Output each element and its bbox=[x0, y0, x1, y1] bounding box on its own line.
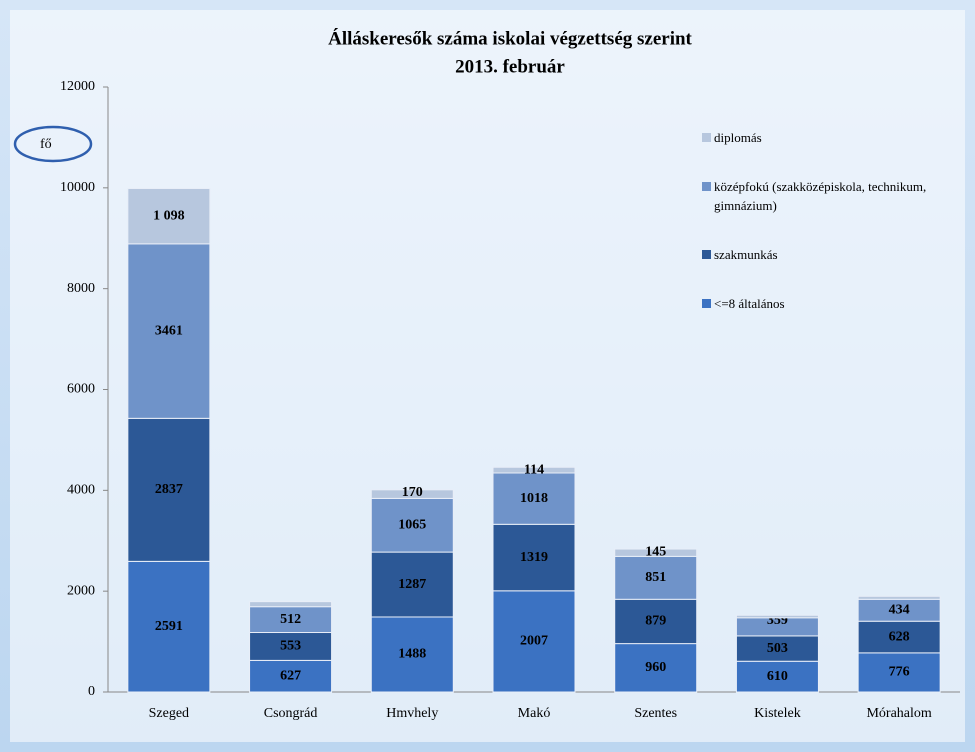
y-tick-label: 6000 bbox=[67, 382, 95, 397]
legend-swatch bbox=[702, 182, 711, 191]
data-label: 170 bbox=[402, 485, 423, 500]
data-label: 1319 bbox=[520, 550, 548, 565]
bar-segment bbox=[370, 489, 454, 499]
bar-segment bbox=[857, 652, 941, 693]
bar-segment bbox=[127, 417, 211, 562]
legend-swatch bbox=[702, 250, 711, 259]
data-label: 2007 bbox=[520, 634, 548, 649]
data-label: 776 bbox=[889, 665, 910, 680]
chart-subtitle: 2013. február bbox=[455, 56, 565, 77]
data-label: 1488 bbox=[398, 647, 426, 662]
y-tick-label: 4000 bbox=[67, 483, 95, 498]
legend-label: szakmunkás bbox=[714, 247, 778, 262]
data-label: 879 bbox=[645, 614, 666, 629]
data-label: 1287 bbox=[398, 577, 426, 592]
bar-segment bbox=[370, 551, 454, 618]
x-tick-label: Kistelek bbox=[754, 706, 801, 721]
legend-label: <=8 általános bbox=[714, 296, 785, 311]
data-label: 627 bbox=[280, 668, 301, 683]
legend-item: <=8 általános bbox=[700, 294, 950, 313]
legend-swatch bbox=[702, 133, 711, 142]
y-label-ellipse bbox=[13, 125, 93, 163]
bar-segment bbox=[249, 606, 333, 634]
chart-title: Álláskeresők száma iskolai végzettség sz… bbox=[328, 27, 692, 49]
data-label: 851 bbox=[645, 570, 666, 585]
bar-segment bbox=[492, 466, 576, 474]
bar-segment bbox=[614, 548, 698, 557]
y-tick-label: 0 bbox=[88, 684, 95, 699]
bar-segment bbox=[614, 555, 698, 600]
bar-segment bbox=[492, 523, 576, 592]
data-label: 1 098 bbox=[153, 208, 185, 223]
legend-swatch bbox=[702, 299, 711, 308]
bar-segment bbox=[127, 187, 211, 245]
bar-segment bbox=[249, 601, 333, 608]
legend-label: diplomás bbox=[714, 130, 762, 145]
y-axis-label: fő bbox=[40, 137, 52, 152]
legend-item: diplomás bbox=[700, 128, 950, 147]
y-tick-label: 8000 bbox=[67, 281, 95, 296]
data-label: 3461 bbox=[155, 323, 183, 338]
data-label: 145 bbox=[645, 544, 666, 559]
bar-segment bbox=[492, 472, 576, 525]
x-tick-label: Csongrád bbox=[264, 706, 318, 721]
data-label: 628 bbox=[889, 629, 910, 644]
data-label: 2591 bbox=[155, 619, 183, 634]
bar-segment bbox=[127, 560, 211, 693]
bar-segment bbox=[735, 660, 819, 693]
y-tick-label: 10000 bbox=[60, 180, 95, 195]
bar-segment bbox=[614, 598, 698, 645]
data-label: 512 bbox=[280, 612, 301, 627]
data-label: 1065 bbox=[398, 517, 426, 532]
legend-label: középfokú (szakközépiskola, technikum, g… bbox=[714, 179, 927, 213]
data-label: 960 bbox=[645, 660, 666, 675]
legend-item: középfokú (szakközépiskola, technikum, g… bbox=[700, 177, 950, 215]
bar-segment bbox=[735, 614, 819, 619]
x-tick-label: Makó bbox=[518, 706, 551, 721]
bar-segment bbox=[857, 620, 941, 654]
x-tick-label: Hmvhely bbox=[386, 706, 438, 721]
data-label: 434 bbox=[889, 602, 910, 617]
data-label: 2837 bbox=[155, 482, 183, 497]
bar-segment bbox=[249, 659, 333, 693]
data-label: 610 bbox=[767, 669, 788, 684]
x-tick-label: Szentes bbox=[634, 706, 677, 721]
bar-segment bbox=[857, 595, 941, 600]
bar-segment bbox=[492, 590, 576, 693]
bar-segment bbox=[370, 616, 454, 693]
y-tick-label: 2000 bbox=[67, 583, 95, 598]
bar-segment bbox=[735, 635, 819, 662]
data-label: 553 bbox=[280, 639, 301, 654]
legend-item: szakmunkás bbox=[700, 245, 950, 264]
bar-segment bbox=[127, 243, 211, 419]
x-tick-label: Mórahalom bbox=[866, 706, 931, 721]
data-label: 503 bbox=[767, 641, 788, 656]
data-label: 114 bbox=[524, 462, 544, 477]
x-tick-label: Szeged bbox=[149, 706, 189, 721]
y-tick-label: 12000 bbox=[60, 79, 95, 94]
data-label: 1018 bbox=[520, 491, 548, 506]
legend: diplomás középfokú (szakközépiskola, tech… bbox=[700, 128, 950, 343]
